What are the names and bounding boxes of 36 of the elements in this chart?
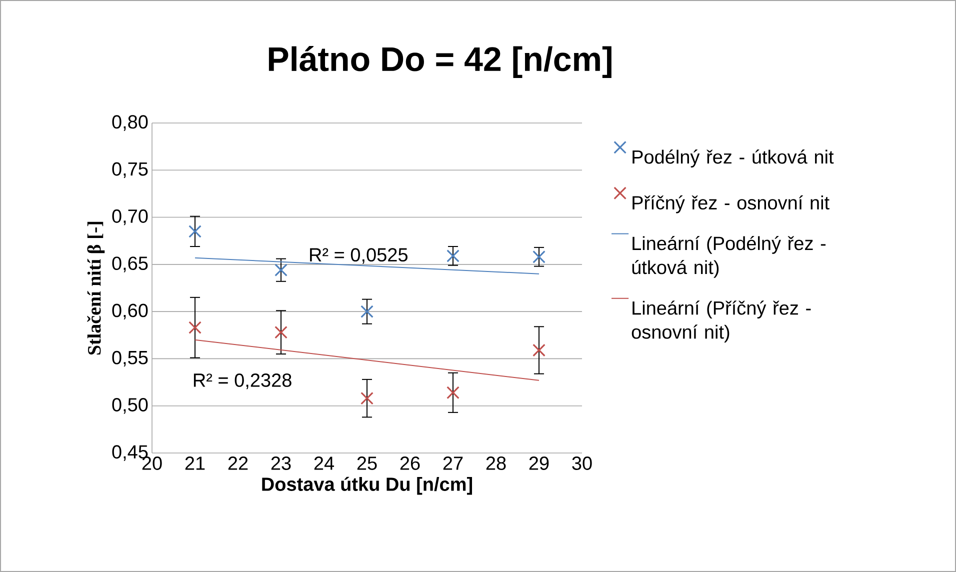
- annotation: R² = 0,0525: [310, 248, 408, 264]
- x-tick-label: 26: [400, 456, 420, 470]
- y-tick-label: 0,80: [112, 115, 148, 131]
- point: [532, 344, 546, 357]
- legend-label: Lineární (Podélný řez - útková nit): [632, 236, 826, 278]
- x-tick-label: 29: [529, 456, 549, 470]
- y-tick-label: 0,65: [112, 256, 148, 272]
- x-axis-title: Dostava útku Du [n/cm]: [262, 476, 472, 495]
- chart-title: Plátno Do = 42 [n/cm]: [268, 46, 612, 78]
- annotation: R² = 0,2328: [194, 373, 292, 390]
- y-axis-title: Stlačení nití β [-]: [87, 222, 105, 355]
- y-tick-label: 0,50: [112, 398, 148, 414]
- point: [188, 224, 202, 238]
- x-tick-label: 24: [314, 456, 334, 470]
- legend-label: Příčný řez - osnovní nit: [632, 195, 830, 214]
- point: [446, 386, 460, 400]
- x-tick-label: 27: [443, 456, 463, 470]
- x-tick-label: 21: [185, 456, 205, 470]
- y-tick-label: 0,75: [112, 162, 148, 178]
- point: [360, 392, 374, 405]
- point: [360, 305, 374, 318]
- x-tick-label: 30: [572, 456, 592, 470]
- legend-label: Podélný řez - útková nit: [632, 150, 834, 168]
- legend-label: Lineární (Příčný řez - osnovní nit): [632, 300, 811, 343]
- point: [274, 326, 288, 339]
- x-tick-label: 28: [486, 456, 506, 470]
- point: [532, 250, 546, 264]
- x-tick-label: 23: [271, 456, 291, 470]
- point: [274, 264, 288, 277]
- point: [446, 249, 460, 262]
- x-tick-label: 25: [357, 456, 377, 470]
- x-tick-label: 22: [228, 456, 248, 470]
- point: [188, 321, 202, 334]
- y-tick-label: 0,60: [112, 304, 148, 320]
- y-tick-label: 0,70: [112, 209, 148, 226]
- y-tick-label: 0,55: [112, 350, 148, 367]
